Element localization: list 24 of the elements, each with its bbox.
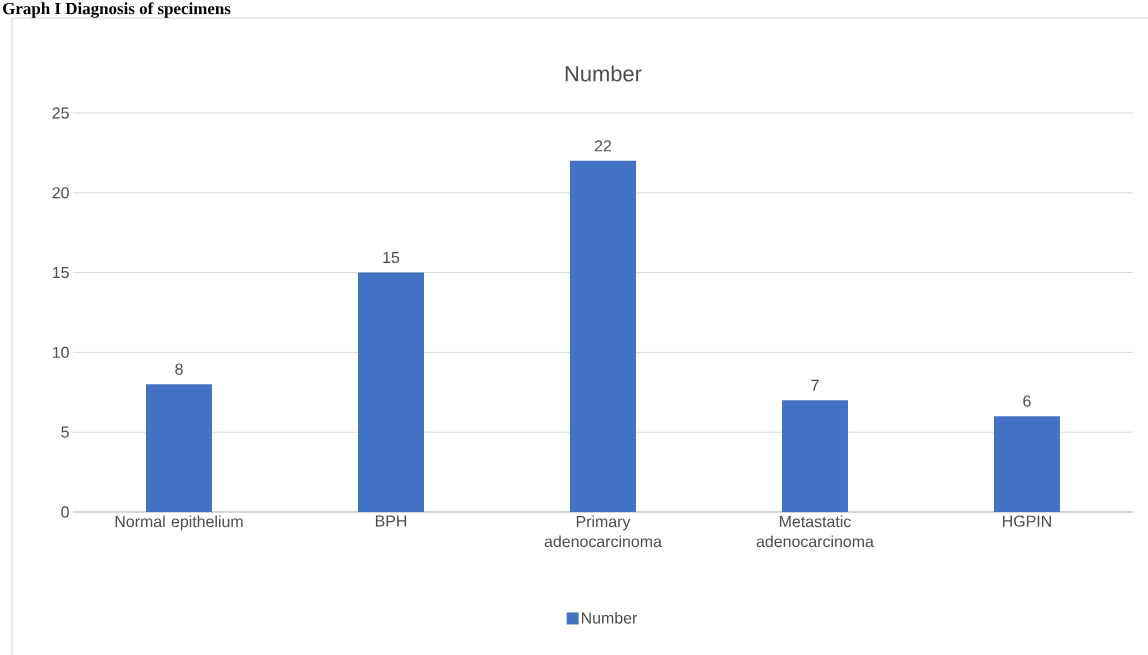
y-tick-label: 0 bbox=[61, 506, 69, 518]
bar bbox=[993, 416, 1060, 512]
bar bbox=[358, 272, 424, 512]
x-tick-label: HGPIN bbox=[1003, 515, 1051, 527]
data-label: 22 bbox=[594, 140, 612, 152]
bar bbox=[146, 384, 212, 512]
x-tick-label: Metastatic adenocarcinoma bbox=[756, 515, 874, 548]
data-label: 8 bbox=[175, 363, 183, 375]
x-tick-label: BPH bbox=[375, 515, 407, 527]
data-label: 15 bbox=[383, 251, 400, 264]
legend-label: Number bbox=[581, 611, 638, 624]
y-tick-label: 15 bbox=[52, 267, 69, 279]
x-tick-label: Normal epithelium bbox=[115, 515, 243, 531]
y-tick-label: 25 bbox=[52, 107, 69, 119]
data-label: 7 bbox=[811, 379, 819, 391]
data-label: 6 bbox=[1023, 395, 1031, 407]
bar bbox=[781, 400, 848, 512]
y-tick-label: 20 bbox=[52, 187, 69, 199]
chart-title: Number bbox=[565, 65, 642, 82]
y-tick-label: 10 bbox=[52, 346, 69, 359]
x-tick-label: Primary adenocarcinoma bbox=[544, 515, 662, 548]
bar bbox=[569, 160, 636, 512]
text: Graph I Diagnosis of specimens bbox=[3, 2, 231, 18]
y-tick-label: 5 bbox=[61, 426, 69, 438]
